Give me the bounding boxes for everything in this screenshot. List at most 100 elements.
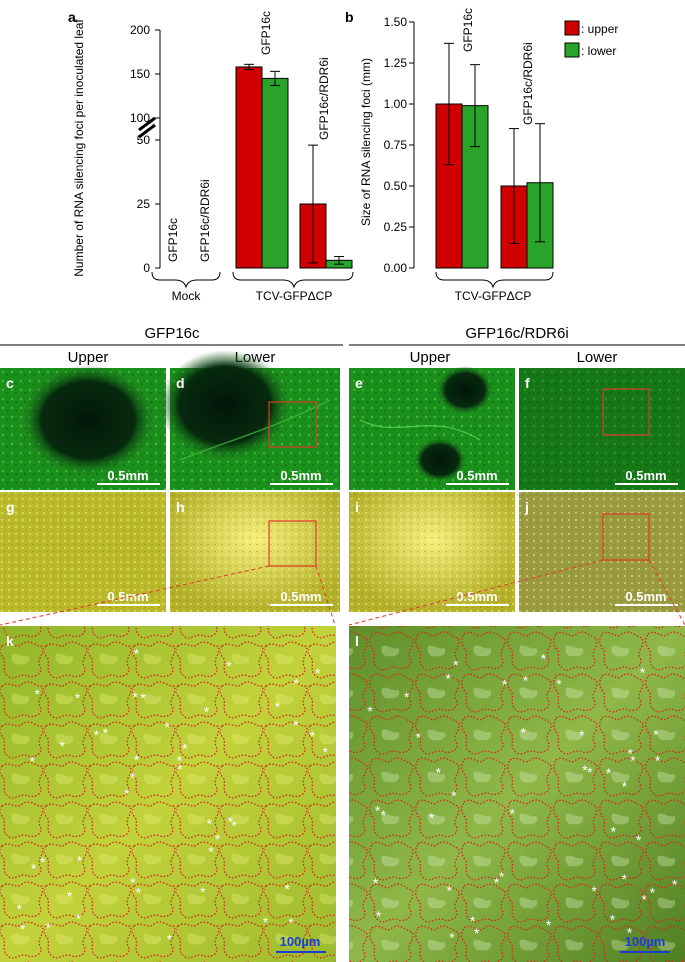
stomata-marker: * xyxy=(510,805,516,821)
zoom-box-h xyxy=(268,520,317,567)
stomata-marker: * xyxy=(130,769,136,785)
stomata-marker: * xyxy=(140,690,146,706)
chart-a-y-tick-label: 0 xyxy=(143,261,150,275)
stomata-marker: * xyxy=(167,931,173,947)
panel-label-h: h xyxy=(176,499,185,515)
scale-label-d: 0.5mm xyxy=(280,468,321,483)
scale-label-h: 0.5mm xyxy=(280,589,321,604)
zoom-box-d xyxy=(268,401,317,448)
chart-b-category-labels: GFP16c GFP16c/RDR6i xyxy=(461,8,535,125)
stomata-marker: * xyxy=(429,810,435,826)
chart-b-y-label: Size of RNA silencing foci (mm) xyxy=(359,58,373,226)
left-col-upper-title: Upper xyxy=(68,349,109,366)
panel-label-d: d xyxy=(176,375,185,391)
legend-swatch-lower xyxy=(564,42,580,58)
micrograph-headers: GFP16c Upper Lower GFP16c/RDR6i Upper Lo… xyxy=(0,325,685,366)
stomata-marker: * xyxy=(502,676,508,692)
stomata-marker: * xyxy=(453,657,459,673)
panel-h: h 0.5mm xyxy=(170,492,340,612)
stomata-marker: * xyxy=(40,854,46,870)
chart-b-y-tick-label: 1.50 xyxy=(384,15,408,29)
chart-a-category-label: GFP16c/RDR6i xyxy=(198,179,212,262)
stomata-marker: * xyxy=(76,910,82,926)
stomata-marker: * xyxy=(546,917,552,933)
zoom-guides xyxy=(0,559,685,626)
scale-label-e: 0.5mm xyxy=(456,468,497,483)
chart-a-y-tick-label: 25 xyxy=(137,197,151,211)
stomata-marker: * xyxy=(630,752,636,768)
stomata-marker: * xyxy=(579,727,585,743)
panel-label-c: c xyxy=(6,375,14,391)
chart-a-group-mock: Mock xyxy=(172,289,202,303)
panel-k: ****************************************… xyxy=(0,626,336,962)
stomata-marker: * xyxy=(447,883,453,899)
stomata-marker: * xyxy=(636,832,642,848)
stomata-marker: * xyxy=(591,883,597,899)
stomata-marker: * xyxy=(582,762,588,778)
stomata-marker: * xyxy=(228,814,234,830)
stomata-marker: * xyxy=(17,901,23,917)
stomata-marker: * xyxy=(622,778,628,794)
panel-label-l: l xyxy=(355,633,359,649)
stomata-marker: * xyxy=(315,665,321,681)
right-section-title: GFP16c/RDR6i xyxy=(465,325,568,342)
stomata-marker: * xyxy=(45,919,51,935)
stomata-marker: * xyxy=(436,764,442,780)
panel-label-g: g xyxy=(6,499,15,515)
stomata-marker: * xyxy=(164,719,170,735)
stomata-markers-l: ********************* *******************… xyxy=(367,651,678,946)
chart-b-y-tick-label: 0.25 xyxy=(384,220,408,234)
stomata-marker: * xyxy=(136,885,142,901)
stomata-marker: * xyxy=(30,754,36,770)
stomata-marker: * xyxy=(611,824,617,840)
chart-a-axis-break xyxy=(138,116,156,139)
left-section-title: GFP16c xyxy=(144,325,200,342)
stomata-marker: * xyxy=(132,689,138,705)
chart-b-y-tick-label: 0.50 xyxy=(384,179,408,193)
chart-b-brace-tcv xyxy=(435,271,554,289)
chart-b-y-ticks: 0.00 0.25 0.50 0.75 1.00 1.25 1.50 xyxy=(384,15,414,275)
scale-label-i: 0.5mm xyxy=(456,589,497,604)
chart-a-y-label: Number of RNA silencing foci per inocula… xyxy=(72,19,86,277)
chart-b-group-tcv: TCV-GFPΔCP xyxy=(455,289,532,303)
chart-a-brace-tcv xyxy=(232,271,354,289)
panel-f: f 0.5mm xyxy=(519,368,685,490)
chart-a-y-tick-label: 100 xyxy=(130,111,150,125)
stomata-marker: * xyxy=(59,738,65,754)
stomata-marker: * xyxy=(293,717,299,733)
panel-c: c 0.5mm xyxy=(0,365,166,490)
scale-label-l: 100µm xyxy=(625,934,666,949)
stomata-marker: * xyxy=(130,874,136,890)
stomata-marker: * xyxy=(470,913,476,929)
panel-label-b: b xyxy=(345,9,354,25)
stomata-marker: * xyxy=(34,686,40,702)
panel-label-e: e xyxy=(355,375,363,391)
chart-a-category-label: GFP16c xyxy=(166,218,180,262)
panel-j: j 0.5mm xyxy=(519,492,685,612)
chart-a-category-label: GFP16c xyxy=(259,11,273,55)
chart-b: b 0.00 0.25 0.50 0.75 1.00 1.25 1.50 Size of R… xyxy=(345,8,554,303)
stomata-marker: * xyxy=(641,891,647,907)
chart-b-category-label: GFP16c xyxy=(461,8,475,52)
stomata-marker: * xyxy=(451,787,457,803)
scale-label-k: 100µm xyxy=(280,934,321,949)
stomata-marker: * xyxy=(323,744,329,760)
stomata-marker: * xyxy=(200,884,206,900)
stomata-marker: * xyxy=(415,729,421,745)
stomata-marker: * xyxy=(653,727,659,743)
chart-a-category-label: GFP16c/RDR6i xyxy=(317,57,331,140)
chart-b-category-label: GFP16c/RDR6i xyxy=(521,42,535,125)
stomata-marker: * xyxy=(376,908,382,924)
stomata-marker: * xyxy=(627,925,633,941)
panel-l: ********************* *******************… xyxy=(349,626,685,962)
stomata-marker: * xyxy=(215,831,221,847)
stomata-marker: * xyxy=(31,860,37,876)
stomata-marker: * xyxy=(474,925,480,941)
chart-a-group-tcv: TCV-GFPΔCP xyxy=(256,289,333,303)
stomata-marker: * xyxy=(494,874,500,890)
zoom-box-j xyxy=(602,513,650,561)
legend: : upper : lower xyxy=(564,20,618,58)
right-col-lower-title: Lower xyxy=(577,349,618,366)
chart-a-y-tick-label: 200 xyxy=(130,23,150,37)
